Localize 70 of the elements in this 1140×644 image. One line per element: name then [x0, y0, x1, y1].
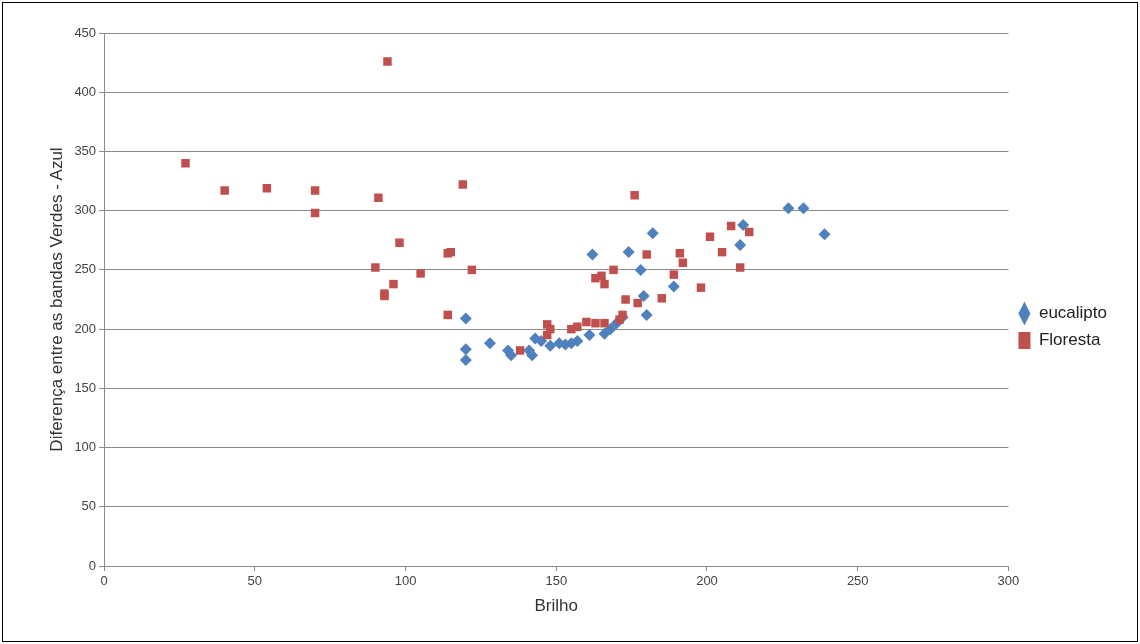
point [458, 180, 468, 189]
point [416, 269, 425, 278]
point [669, 270, 679, 279]
point [609, 265, 618, 275]
x-tick-label: 200 [696, 573, 718, 589]
point [371, 263, 380, 272]
legend-label: eucalipto [1038, 303, 1108, 323]
point [181, 159, 190, 168]
y-tick-label: 250 [74, 261, 97, 277]
point [642, 250, 651, 259]
point [634, 263, 647, 276]
y-tick-label: 300 [74, 202, 97, 218]
point [582, 317, 591, 327]
point [630, 191, 639, 200]
point [395, 238, 404, 247]
x-tick-label: 0 [100, 573, 108, 589]
point [374, 193, 383, 202]
point [618, 310, 627, 320]
point [646, 227, 659, 240]
y-tick-label: 150 [74, 379, 97, 395]
point [459, 343, 472, 356]
point [220, 186, 229, 195]
y-tick-label: 0 [88, 557, 97, 573]
y-tick-label: 450 [74, 24, 97, 40]
x-tick-label: 300 [997, 573, 1020, 589]
x-tick-label: 100 [394, 573, 417, 589]
point [657, 294, 667, 303]
y-tick-label: 400 [74, 83, 97, 99]
point [633, 298, 642, 308]
point [622, 246, 635, 259]
point [782, 202, 795, 215]
point [735, 263, 745, 272]
point [621, 295, 630, 304]
point [459, 312, 472, 325]
x-tick-label: 150 [545, 573, 568, 589]
point [515, 346, 525, 355]
point [696, 283, 706, 292]
point [600, 279, 609, 289]
x-axis-title: Brilho [534, 596, 578, 616]
point [675, 249, 685, 258]
x-tick-label: 250 [846, 573, 869, 589]
point [797, 202, 810, 215]
point [818, 228, 831, 241]
point [597, 271, 606, 281]
y-tick-label: 200 [74, 320, 97, 336]
y-tick-label: 350 [74, 143, 97, 159]
point [586, 248, 599, 261]
point [459, 353, 472, 366]
point [600, 318, 609, 328]
point [310, 186, 320, 195]
point [705, 232, 715, 241]
x-tick-label: 50 [247, 573, 263, 589]
point [640, 308, 653, 321]
point [483, 337, 496, 350]
point [637, 289, 650, 302]
point [573, 322, 582, 331]
point [583, 329, 596, 342]
point [544, 339, 557, 352]
point [604, 323, 617, 336]
y-tick-label: 100 [74, 439, 97, 455]
y-axis-title: Diferença entre as bandas Verdes - Azul [46, 147, 66, 452]
point [667, 280, 680, 293]
point [737, 218, 750, 231]
point [591, 318, 600, 328]
point [389, 279, 398, 289]
point [598, 327, 611, 340]
legend-label: Floresta [1038, 330, 1101, 350]
y-tick-label: 50 [81, 498, 97, 514]
point [734, 239, 747, 252]
point [383, 57, 392, 66]
